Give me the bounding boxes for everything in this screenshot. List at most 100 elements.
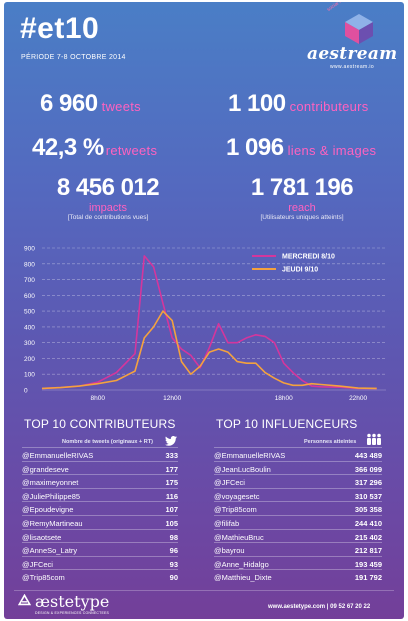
logo-name: aestream bbox=[307, 44, 398, 64]
twitter-bird-icon bbox=[165, 436, 177, 446]
stat-retweets-label: retweets bbox=[105, 143, 158, 158]
influencer-value: 193 459 bbox=[354, 559, 382, 569]
people-group-icon bbox=[367, 433, 381, 445]
influencer-value: 366 099 bbox=[354, 464, 382, 474]
contributor-handle[interactable]: @JFCeci bbox=[22, 559, 53, 569]
stat-tweets: 6 960 tweets bbox=[40, 90, 141, 118]
contributor-row: @maximeyonnet 175 bbox=[22, 474, 178, 488]
influencer-handle[interactable]: @filifab bbox=[214, 519, 240, 528]
stat-tweets-label: tweets bbox=[101, 99, 141, 114]
contributor-handle[interactable]: @RemyMartineau bbox=[22, 519, 83, 528]
contributor-row: @EmmanuelleRIVAS 333 bbox=[22, 447, 178, 461]
tweets-timeline-chart: 0 100 200 300 400 500 600 700 800 900 8h00 12h00 18… bbox=[24, 246, 386, 402]
stat-links: 1 096 liens & images bbox=[226, 134, 376, 162]
contributor-row: @AnneSo_Latry 96 bbox=[22, 542, 178, 556]
influencer-row: @JeanLucBoulin 366 099 bbox=[214, 460, 382, 475]
contributor-value: 90 bbox=[169, 573, 178, 583]
contributor-handle[interactable]: @grandeseve bbox=[22, 464, 69, 474]
influencer-row: @Anne_Hidalgo 193 459 bbox=[214, 555, 382, 570]
chart-series bbox=[41, 255, 377, 390]
stat-impacts-label: impacts bbox=[89, 202, 127, 214]
hashtag-title: #et10 bbox=[20, 12, 100, 45]
footer-brand: æstetype bbox=[35, 592, 110, 611]
contributor-handle[interactable]: @EmmanuelleRIVAS bbox=[22, 451, 94, 460]
stat-links-value: 1 096 bbox=[226, 134, 284, 161]
influencer-row: @Trip85com 305 358 bbox=[214, 501, 382, 515]
influencer-handle[interactable]: @bayrou bbox=[214, 546, 245, 556]
contributor-value: 107 bbox=[165, 505, 178, 515]
influencer-value: 305 358 bbox=[354, 505, 382, 515]
stat-reach-value: 1 781 196 bbox=[250, 174, 354, 201]
stat-impacts-note: [Total de contributions vues] bbox=[67, 214, 149, 221]
series-line bbox=[41, 310, 377, 390]
stat-retweets: 42,3 % retweets bbox=[32, 134, 157, 162]
influencer-value: 443 489 bbox=[354, 451, 382, 460]
stat-contributors-value: 1 100 bbox=[228, 90, 286, 117]
influencer-handle[interactable]: @MathieuBruc bbox=[214, 532, 264, 542]
contributor-handle[interactable]: @lisaotsete bbox=[22, 532, 62, 542]
contributor-value: 116 bbox=[165, 491, 178, 501]
footer-contact[interactable]: www.aestetype.com | 09 52 67 20 22 bbox=[268, 604, 371, 610]
logo-url[interactable]: www.aestream.io bbox=[330, 64, 375, 70]
x-tick-label: 12h00 bbox=[163, 395, 181, 402]
stat-contributors: 1 100 contributeurs bbox=[228, 90, 369, 118]
contributor-handle[interactable]: @Epoudevigne bbox=[22, 505, 74, 515]
stat-tweets-value: 6 960 bbox=[40, 90, 98, 117]
chart-legend: MERCREDI 8/10 JEUDI 9/10 bbox=[252, 254, 335, 274]
influencer-row: @voyagesetc 310 537 bbox=[214, 487, 382, 502]
influencer-value: 191 792 bbox=[354, 573, 382, 583]
y-tick-label: 100 bbox=[24, 372, 35, 379]
contributor-value: 333 bbox=[165, 451, 178, 460]
contributor-value: 177 bbox=[165, 464, 178, 474]
y-tick-label: 900 bbox=[24, 246, 35, 253]
contributor-row: @Trip85com 90 bbox=[22, 569, 178, 583]
influencer-handle[interactable]: @voyagesetc bbox=[214, 491, 260, 501]
y-tick-label: 0 bbox=[24, 388, 28, 395]
y-tick-label: 200 bbox=[24, 356, 35, 363]
y-tick-label: 600 bbox=[24, 293, 35, 300]
contributor-handle[interactable]: @AnneSo_Latry bbox=[22, 546, 78, 556]
contributor-row: @JuliePhilippe85 116 bbox=[22, 487, 178, 502]
influencer-row: @filifab 244 410 bbox=[214, 515, 382, 529]
influencers-column-header: Personnes atteintes bbox=[304, 439, 357, 445]
influencer-handle[interactable]: @Trip85com bbox=[214, 505, 257, 515]
contributor-row: @JFCeci 93 bbox=[22, 555, 178, 570]
influencer-row: @MathieuBruc 215 402 bbox=[214, 528, 382, 543]
contributor-handle[interactable]: @maximeyonnet bbox=[22, 478, 79, 488]
stat-impacts: 8 456 012 impacts [Total de contribution… bbox=[24, 174, 192, 221]
influencer-value: 310 537 bbox=[354, 491, 382, 501]
stat-contributors-label: contributeurs bbox=[289, 99, 369, 114]
contributor-value: 93 bbox=[169, 559, 178, 569]
contributor-handle[interactable]: @JuliePhilippe85 bbox=[22, 491, 81, 501]
period-subtitle: PÉRIODE 7-8 OCTOBRE 2014 bbox=[21, 54, 126, 61]
x-tick-label: 22h00 bbox=[349, 395, 367, 402]
y-tick-label: 300 bbox=[24, 340, 35, 347]
influencer-handle[interactable]: @JFCeci bbox=[214, 478, 245, 488]
legend-label: JEUDI 9/10 bbox=[282, 267, 318, 274]
contributor-row: @lisaotsete 98 bbox=[22, 528, 178, 543]
chart-grid bbox=[42, 247, 386, 391]
infographic-poster: #et10 PÉRIODE 7-8 OCTOBRE 2014 social me… bbox=[4, 2, 404, 619]
stat-links-label: liens & images bbox=[287, 143, 377, 158]
influencer-row: @bayrou 212 817 bbox=[214, 542, 382, 556]
contributors-title: TOP 10 CONTRIBUTEURS bbox=[24, 417, 176, 431]
influencer-handle[interactable]: @JeanLucBoulin bbox=[214, 464, 271, 474]
stat-reach-note: [Utilisateurs uniques atteints] bbox=[260, 214, 344, 221]
influencer-handle[interactable]: @Matthieu_Dixte bbox=[214, 573, 272, 583]
influencer-handle[interactable]: @Anne_Hidalgo bbox=[214, 559, 269, 569]
y-tick-label: 800 bbox=[24, 261, 35, 268]
contributors-column-header: Nombre de tweets (originaux + RT) bbox=[62, 439, 153, 445]
footer-divider bbox=[14, 590, 394, 591]
stat-reach: 1 781 196 reach [Utilisateurs uniques at… bbox=[218, 174, 386, 221]
influencer-handle[interactable]: @EmmanuelleRIVAS bbox=[214, 451, 286, 460]
contributor-row: @Epoudevigne 107 bbox=[22, 501, 178, 515]
x-tick-label: 8h00 bbox=[91, 395, 106, 402]
contributor-value: 175 bbox=[165, 478, 178, 488]
contributor-handle[interactable]: @Trip85com bbox=[22, 573, 65, 583]
stat-reach-label: reach bbox=[288, 202, 316, 214]
aestetype-logo-icon bbox=[18, 594, 31, 606]
y-tick-label: 700 bbox=[24, 277, 35, 284]
influencers-title: TOP 10 INFLUENCEURS bbox=[216, 417, 358, 431]
influencer-value: 244 410 bbox=[354, 519, 382, 528]
stat-impacts-value: 8 456 012 bbox=[56, 174, 160, 201]
